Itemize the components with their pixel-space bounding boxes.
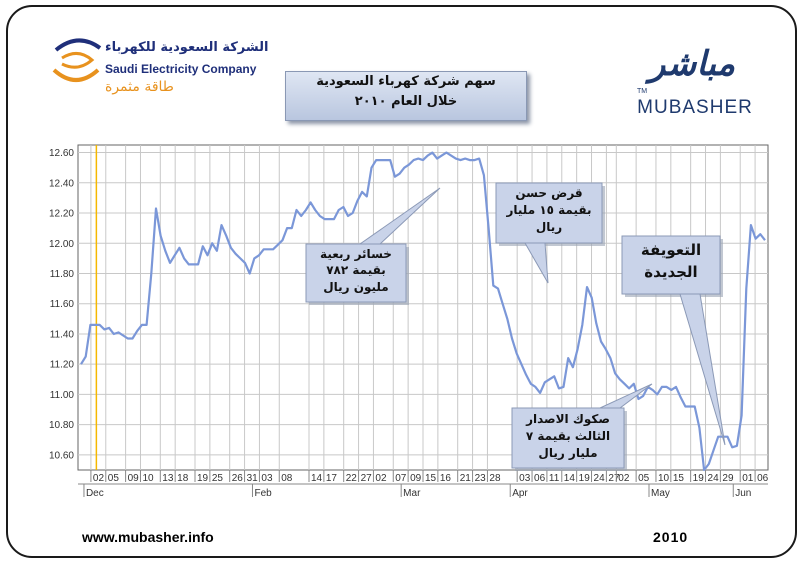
website-url[interactable]: www.mubasher.info — [82, 529, 214, 545]
callout-text: صكوك الاصدار — [525, 412, 610, 427]
x-tick-label: 17 — [326, 473, 338, 484]
x-tick-label: 03 — [519, 473, 531, 484]
chart-title-box: سهم شركة كهرباء السعودية خلال العام ٢٠١٠ — [285, 71, 527, 121]
x-tick-label: 28 — [489, 473, 501, 484]
x-tick-label: 29 — [722, 473, 734, 484]
x-tick-label: 06 — [757, 473, 769, 484]
callout-text: بقيمة ٧٨٢ — [326, 263, 386, 277]
month-label: Apr — [512, 488, 528, 499]
callout-text: الثالث بقيمة ٧ — [526, 429, 610, 443]
callout-text: التعويفة — [641, 241, 701, 259]
sec-logo-icon — [48, 30, 258, 100]
x-tick-label: 10 — [142, 473, 154, 484]
sec-logo-slogan: طاقة مثمرة — [105, 79, 174, 95]
x-tick-label: 21 — [460, 473, 472, 484]
mubasher-trademark: TM — [637, 88, 648, 95]
sec-logo-english: Saudi Electricity Company — [105, 62, 257, 76]
callout-text: مليون ريال — [323, 280, 389, 295]
x-tick-label: 02 — [93, 473, 105, 484]
x-tick-label: 05 — [638, 473, 650, 484]
x-tick-label: 31 — [247, 473, 259, 484]
x-tick-label: 02 — [375, 473, 387, 484]
y-tick-label: 11.20 — [50, 360, 75, 371]
x-tick-label: 07 — [395, 473, 407, 484]
y-tick-label: 10.80 — [49, 420, 74, 431]
x-tick-label: 11 — [549, 473, 560, 484]
x-tick-label: 15 — [673, 473, 685, 484]
callout-text: بقيمة ١٥ مليار — [505, 203, 591, 217]
month-label: Dec — [86, 488, 104, 499]
chart-year: 2010 — [653, 529, 689, 545]
y-tick-label: 12.60 — [49, 148, 74, 159]
x-tick-label: 14 — [311, 473, 323, 484]
x-tick-label: 08 — [281, 473, 293, 484]
x-tick-label: 19 — [579, 473, 591, 484]
sec-logo-arabic: الشركة السعودية للكهرباء — [105, 40, 269, 55]
x-tick-label: 03 — [261, 473, 273, 484]
y-tick-label: 12.20 — [49, 209, 74, 220]
x-tick-label: 18 — [177, 473, 189, 484]
month-label: Mar — [403, 488, 421, 499]
month-label: Jun — [735, 488, 751, 499]
x-tick-label: 09 — [410, 473, 422, 484]
x-tick-label: 09 — [128, 473, 140, 484]
x-tick-label: 13 — [162, 473, 174, 484]
y-tick-label: 12.40 — [49, 178, 74, 189]
chart-title: سهم شركة كهرباء السعودية — [316, 74, 496, 89]
callout-box — [621, 235, 721, 295]
y-tick-label: 11.40 — [50, 329, 75, 340]
x-tick-label: 23 — [475, 473, 487, 484]
callout-text: الجديدة — [644, 263, 697, 281]
x-tick-label: 16 — [440, 473, 452, 484]
mubasher-logo-english: MUBASHER — [637, 97, 753, 118]
x-tick-label: 01 — [742, 473, 754, 484]
chart-subtitle: خلال العام ٢٠١٠ — [354, 94, 458, 109]
x-tick-label: 14 — [564, 473, 576, 484]
x-tick-label: 24 — [708, 473, 720, 484]
x-tick-label: 19 — [693, 473, 705, 484]
callout-box — [495, 182, 603, 244]
x-tick-label: 24 — [594, 473, 606, 484]
y-tick-label: 11.60 — [50, 299, 75, 310]
y-tick-label: 10.60 — [49, 450, 74, 461]
callout-text: ريال — [536, 220, 562, 234]
x-tick-label: 05 — [108, 473, 120, 484]
x-tick-label: 25 — [212, 473, 224, 484]
x-tick-label: 06 — [534, 473, 546, 484]
x-tick-label: 27 — [608, 473, 620, 484]
callout-text: خسائر ربعية — [320, 247, 392, 261]
callout-box — [305, 243, 407, 303]
y-tick-label: 11.80 — [50, 269, 75, 280]
month-label: Feb — [254, 488, 272, 499]
x-tick-label: 26 — [232, 473, 244, 484]
x-tick-label: 22 — [346, 473, 358, 484]
callout-text: قرض حسن — [515, 186, 582, 200]
x-tick-label: 10 — [658, 473, 670, 484]
callout-text: مليار ريال — [538, 446, 597, 460]
mubasher-logo-arabic: مباشر — [648, 44, 736, 84]
x-tick-label: 02 — [618, 473, 630, 484]
month-label: May — [651, 488, 670, 499]
x-tick-label: 15 — [425, 473, 437, 484]
y-tick-label: 12.00 — [49, 239, 74, 250]
callout-box — [511, 407, 625, 469]
x-tick-label: 19 — [197, 473, 209, 484]
price-line — [80, 151, 766, 472]
x-tick-label: 27 — [361, 473, 373, 484]
y-tick-label: 11.00 — [50, 390, 75, 401]
